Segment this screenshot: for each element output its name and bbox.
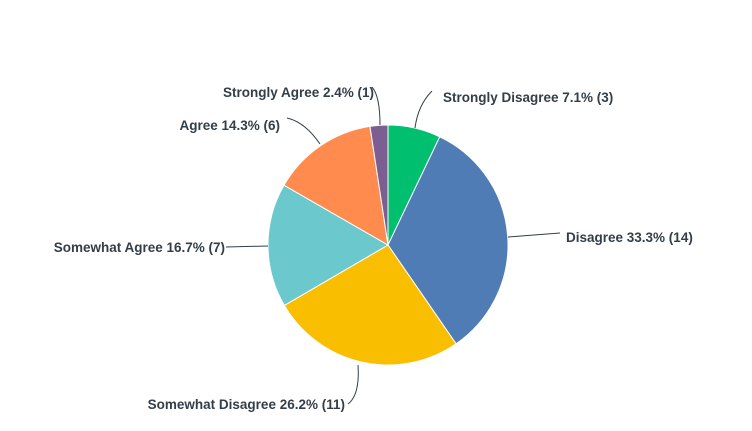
leader-line (347, 364, 359, 405)
slice-label: Somewhat Disagree 26.2% (11) (148, 397, 345, 412)
pie-slice-somewhat-agree (267, 184, 389, 307)
slice-label: Strongly Disagree 7.1% (3) (443, 90, 613, 105)
pie-slice-disagree (387, 136, 509, 345)
leader-line (507, 232, 561, 238)
leader-line (286, 117, 321, 145)
leader-line (371, 86, 381, 126)
leader-line (225, 245, 269, 248)
slice-label: Somewhat Agree 16.7% (7) (54, 240, 225, 255)
pie-slice-somewhat-disagree (283, 244, 457, 366)
pie-slice-strongly-agree (369, 124, 389, 246)
slice-label: Disagree 33.3% (14) (566, 230, 693, 245)
slice-label: Agree 14.3% (6) (179, 118, 280, 133)
pie-slice-agree (283, 125, 389, 246)
leader-line (414, 90, 433, 129)
slice-label: Strongly Agree 2.4% (1) (223, 85, 374, 100)
